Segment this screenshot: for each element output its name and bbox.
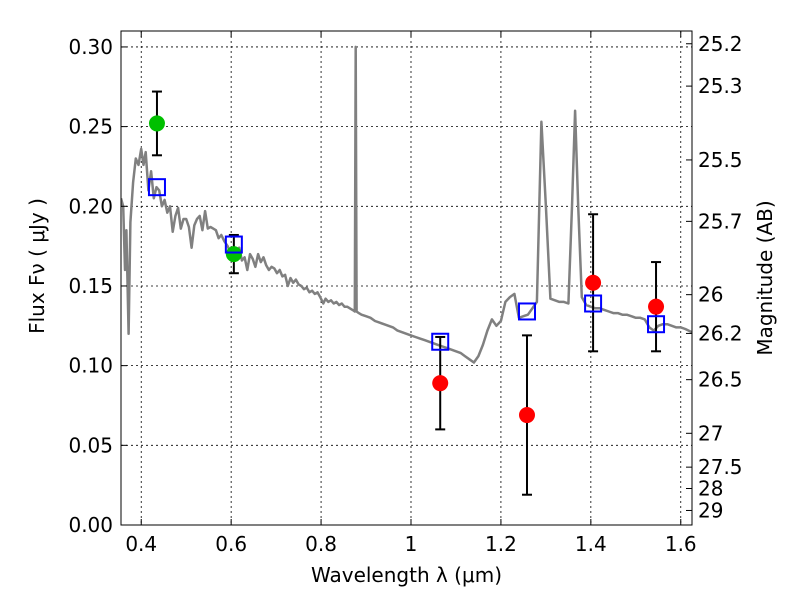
grid-lines bbox=[121, 31, 692, 526]
right-tick-label: 25.5 bbox=[698, 148, 743, 172]
flux-point bbox=[585, 274, 602, 291]
right-tick-label: 25.2 bbox=[698, 32, 743, 56]
right-tick-label: 27 bbox=[698, 421, 723, 445]
x-tick-label: 0.4 bbox=[125, 532, 157, 556]
y-tick-label: 0.15 bbox=[68, 274, 113, 298]
right-axis-title: Magnitude (AB) bbox=[753, 200, 777, 355]
model-flux-square bbox=[224, 235, 243, 254]
x-tick-label: 0.8 bbox=[305, 532, 337, 556]
right-tick-label: 26.5 bbox=[698, 368, 743, 392]
x-tick-label: 1.6 bbox=[665, 532, 697, 556]
model-spectrum-line bbox=[121, 45, 692, 364]
x-tick-label: 0.6 bbox=[215, 532, 247, 556]
model-flux-square bbox=[584, 294, 603, 313]
model-spectrum bbox=[121, 45, 692, 364]
y-tick-label: 0.25 bbox=[68, 115, 113, 139]
right-tick-label: 26.2 bbox=[698, 321, 743, 345]
right-tick-label: 25.3 bbox=[698, 74, 743, 98]
flux-point bbox=[225, 246, 242, 263]
right-tick-label: 26 bbox=[698, 283, 723, 307]
model-flux-square bbox=[517, 302, 536, 321]
x-tick-label: 1.4 bbox=[575, 532, 607, 556]
y-tick-label: 0.30 bbox=[68, 35, 113, 59]
x-axis-title: Wavelength λ (μm) bbox=[311, 563, 502, 587]
y-tick-label: 0.00 bbox=[68, 513, 113, 537]
data-markers bbox=[147, 115, 666, 424]
y-tick-label: 0.10 bbox=[68, 354, 113, 378]
flux-point bbox=[518, 407, 535, 424]
right-tick-label: 27.5 bbox=[698, 455, 743, 479]
y-tick-label: 0.20 bbox=[68, 194, 113, 218]
right-tick-label: 29 bbox=[698, 498, 723, 522]
axis-ticks: 0.4 0.6 0.8 1 1.2 1.4 1.6 0.00 0.05 0.10 0.15 0.20 0… bbox=[68, 31, 743, 556]
right-tick-label: 28 bbox=[698, 476, 723, 500]
x-tick-label: 1 bbox=[405, 532, 418, 556]
error-bars bbox=[151, 90, 662, 496]
right-tick-label: 25.7 bbox=[698, 209, 743, 233]
model-flux-square bbox=[647, 315, 666, 334]
flux-point bbox=[432, 375, 449, 392]
plot-frame bbox=[120, 30, 693, 526]
x-tick-label: 1.2 bbox=[485, 532, 517, 556]
flux-point bbox=[148, 115, 165, 132]
model-flux-square bbox=[431, 332, 450, 351]
y-axis-title: Flux Fν ( μJy ) bbox=[25, 198, 49, 334]
flux-point bbox=[648, 298, 665, 315]
model-flux-square bbox=[147, 178, 166, 197]
y-tick-label: 0.05 bbox=[68, 433, 113, 457]
